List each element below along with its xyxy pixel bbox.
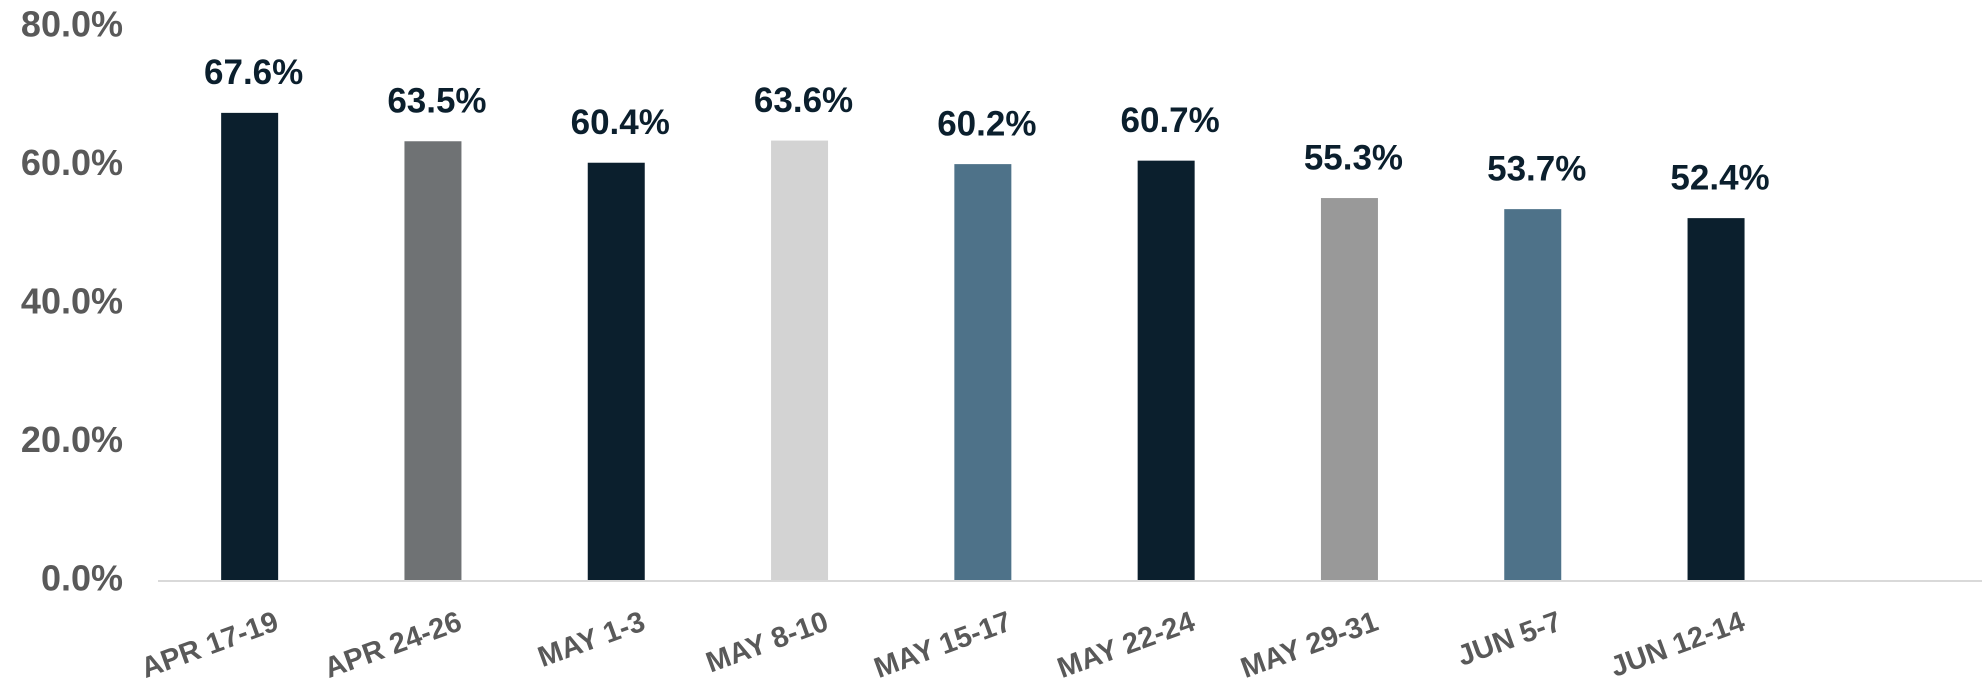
bar (404, 141, 462, 581)
y-tick-label: 80.0% (21, 4, 123, 45)
bar (587, 162, 645, 582)
bar (221, 112, 279, 582)
value-label: 53.7% (1487, 149, 1586, 188)
value-label: 55.3% (1304, 138, 1403, 177)
bar (771, 140, 829, 581)
x-tick-label: MAY 22-24 (1053, 606, 1199, 685)
value-label: 67.6% (204, 53, 303, 92)
x-tick-label: MAY 8-10 (702, 606, 833, 680)
bar (1137, 160, 1195, 581)
bar (1320, 198, 1378, 582)
y-tick-label: 60.0% (21, 142, 123, 183)
x-tick-label: JUN 5-7 (1453, 606, 1565, 673)
value-label: 60.2% (937, 104, 1036, 143)
y-tick-label: 20.0% (21, 419, 123, 460)
x-tick-label: MAY 15-17 (870, 606, 1016, 685)
x-tick-label: APR 17-19 (137, 606, 283, 685)
value-label: 60.4% (571, 103, 670, 142)
y-tick-label: 40.0% (21, 281, 123, 322)
y-tick-label: 0.0% (41, 558, 123, 599)
bar (1504, 209, 1562, 581)
value-label: 52.4% (1670, 158, 1769, 197)
x-tick-label: MAY 1-3 (534, 606, 649, 674)
value-label: 63.6% (754, 81, 853, 120)
x-tick-label: JUN 12-14 (1606, 606, 1749, 684)
x-tick-label: APR 24-26 (320, 606, 466, 685)
value-label: 60.7% (1121, 101, 1220, 140)
bar (1687, 218, 1745, 581)
x-tick-label: MAY 29-31 (1237, 606, 1383, 685)
value-label: 63.5% (387, 82, 486, 121)
bar (954, 164, 1012, 582)
